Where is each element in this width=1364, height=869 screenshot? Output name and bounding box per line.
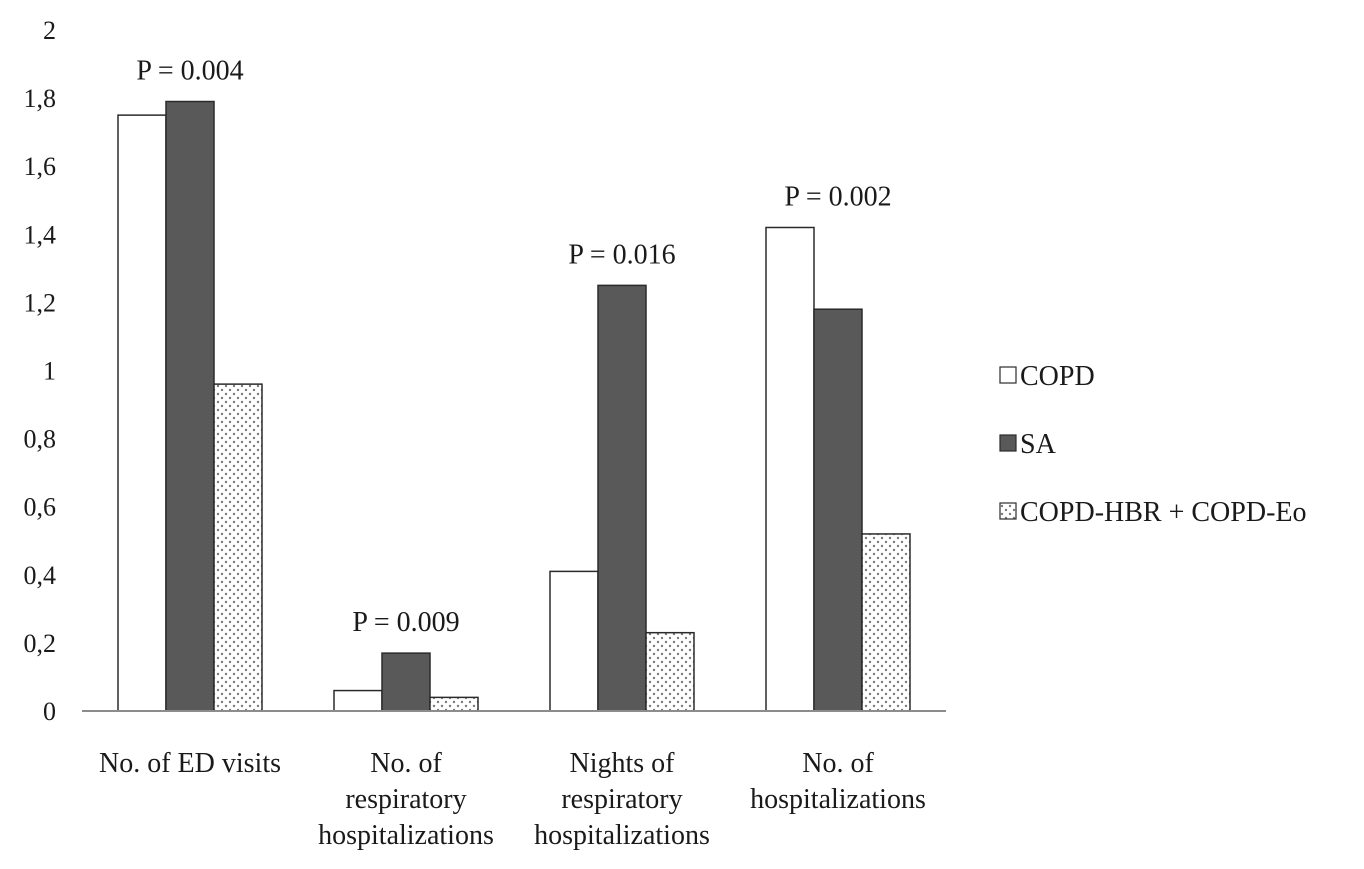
y-tick-label: 0 (43, 697, 56, 726)
y-tick-label: 1,2 (24, 288, 57, 317)
p-value-label: P = 0.004 (136, 56, 243, 87)
category-label: Nights of (570, 748, 676, 779)
category-label: hospitalizations (750, 784, 926, 815)
category-label: respiratory (345, 784, 466, 815)
bar-copd-hbr-copd-eo (429, 696, 479, 712)
p-value-label: P = 0.016 (568, 239, 675, 270)
category-label: No. of (802, 748, 874, 779)
bar-copd (549, 570, 599, 712)
bar-copd (333, 689, 383, 712)
y-axis-ticks: 0 0,2 0,4 0,6 0,8 1 1,2 1,4 1,6 1,8 2 (24, 16, 57, 726)
bar-sa (165, 100, 215, 712)
legend-swatch (999, 434, 1017, 452)
bar-copd-hbr-copd-eo (861, 533, 911, 712)
y-tick-label: 2 (43, 16, 56, 45)
y-tick-label: 0,4 (24, 561, 57, 590)
legend-label: SA (1020, 429, 1057, 460)
category-label: No. of (370, 748, 442, 779)
y-tick-label: 0,6 (24, 493, 57, 522)
legend-label: COPD-HBR + COPD-Eo (1020, 497, 1307, 528)
p-value-annotations: P = 0.004 P = 0.009 P = 0.016 P = 0.002 (136, 56, 891, 639)
legend-swatch (999, 366, 1017, 384)
legend: COPD SA COPD-HBR + COPD-Eo (999, 361, 1307, 528)
p-value-label: P = 0.002 (784, 181, 891, 212)
bar-sa (381, 652, 431, 712)
y-tick-label: 0,2 (24, 629, 57, 658)
y-tick-label: 1,4 (24, 220, 57, 249)
y-tick-label: 0,8 (24, 425, 57, 454)
legend-label: COPD (1020, 361, 1095, 392)
bar-copd-hbr-copd-eo (645, 631, 695, 712)
bar-copd-hbr-copd-eo (213, 383, 263, 712)
category-label: hospitalizations (318, 820, 494, 851)
p-value-label: P = 0.009 (352, 607, 459, 638)
category-labels: No. of ED visits No. of respiratory hospita… (99, 748, 926, 851)
bar-copd (765, 226, 815, 712)
category-label: hospitalizations (534, 820, 710, 851)
bar-sa (597, 284, 647, 712)
legend-swatch (999, 502, 1017, 520)
category-label: respiratory (561, 784, 682, 815)
bar-sa (813, 308, 863, 712)
y-tick-label: 1 (43, 357, 56, 386)
bar-copd (117, 114, 167, 712)
bars (117, 100, 911, 712)
y-tick-label: 1,6 (24, 152, 57, 181)
category-label: No. of ED visits (99, 748, 281, 779)
y-tick-label: 1,8 (24, 84, 57, 113)
